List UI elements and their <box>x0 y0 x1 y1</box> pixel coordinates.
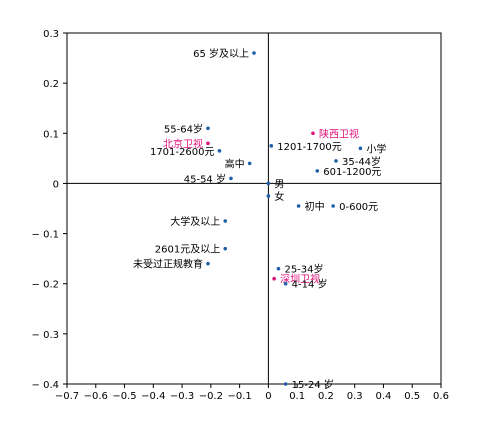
data-point <box>315 169 320 173</box>
point-label: 男 <box>274 178 284 190</box>
data-point <box>283 281 288 286</box>
x-tick-label: 0.5 <box>404 391 420 402</box>
point-label: 女 <box>274 190 284 203</box>
data-point <box>331 204 335 208</box>
y-tick-label: − 0.4 <box>32 380 59 391</box>
point-label: 0-600元 <box>339 202 378 213</box>
data-point <box>334 159 338 163</box>
x-tick-label: −0.5 <box>112 391 136 402</box>
y-tick-label: − 0.2 <box>32 280 59 291</box>
x-tick-label: −0.1 <box>227 391 251 402</box>
x-tick-label: −0.7 <box>55 391 79 402</box>
point-label: 初中 <box>305 200 325 213</box>
x-tick-label: 0 <box>265 391 271 402</box>
point-label: 1201-1700元 <box>277 142 342 153</box>
data-point <box>283 382 288 386</box>
x-tick-label: −0.6 <box>84 391 108 402</box>
x-tick-label: 0.3 <box>347 391 363 402</box>
y-tick-label: 0.1 <box>43 129 59 140</box>
point-label: 小学 <box>366 142 386 155</box>
x-tick-label: 0.6 <box>433 391 449 402</box>
x-tick-label: −0.3 <box>170 391 194 402</box>
data-point <box>247 161 252 166</box>
point-label: 55-64岁 <box>164 122 203 135</box>
data-point <box>276 266 281 271</box>
point-label: 601-1200元 <box>323 167 381 178</box>
point-label: 2601元及以上 <box>155 244 220 256</box>
point-label: 45-54 岁 <box>184 172 226 185</box>
data-point <box>358 146 363 151</box>
data-point <box>229 176 233 181</box>
x-tick-label: 0.2 <box>318 391 334 402</box>
y-tick-label: − 0.1 <box>32 230 59 241</box>
data-point <box>296 204 301 208</box>
x-tick-label: 0.1 <box>289 391 305 402</box>
x-tick-label: −0.4 <box>141 391 165 402</box>
data-point <box>252 51 256 55</box>
data-point <box>206 261 210 266</box>
x-tick-label: −0.2 <box>199 391 223 402</box>
data-point <box>311 131 315 136</box>
y-tick-label: 0 <box>53 179 59 190</box>
point-label: 1701-2600元 <box>150 147 215 158</box>
y-tick-label: 0.2 <box>43 79 59 90</box>
data-point <box>223 246 228 251</box>
data-point <box>206 126 210 131</box>
data-point <box>266 194 271 198</box>
y-tick-label: − 0.3 <box>32 330 59 341</box>
point-label: 65 岁及以上 <box>193 47 249 60</box>
data-point <box>223 219 228 223</box>
data-point <box>266 181 271 186</box>
point-label: 深圳卫视 <box>280 273 320 286</box>
y-tick-label: 0.3 <box>43 29 59 40</box>
point-label: 4-14 岁 <box>292 278 328 291</box>
point-label: 15-24 岁 <box>292 378 334 391</box>
point-label: 陕西卫视 <box>319 127 359 140</box>
point-label: 北京卫视 <box>163 137 203 150</box>
data-point <box>272 276 276 281</box>
data-point <box>206 141 210 146</box>
point-label: 35-44岁 <box>342 155 381 168</box>
data-point <box>269 144 274 148</box>
point-label: 大学及以上 <box>170 215 220 228</box>
plot-frame <box>66 32 442 385</box>
data-point <box>217 149 222 153</box>
point-label: 25-34岁 <box>284 263 323 276</box>
point-label: 未受过正规教育 <box>133 258 203 271</box>
point-label: 高中 <box>225 157 245 170</box>
x-tick-label: 0.4 <box>376 391 392 402</box>
